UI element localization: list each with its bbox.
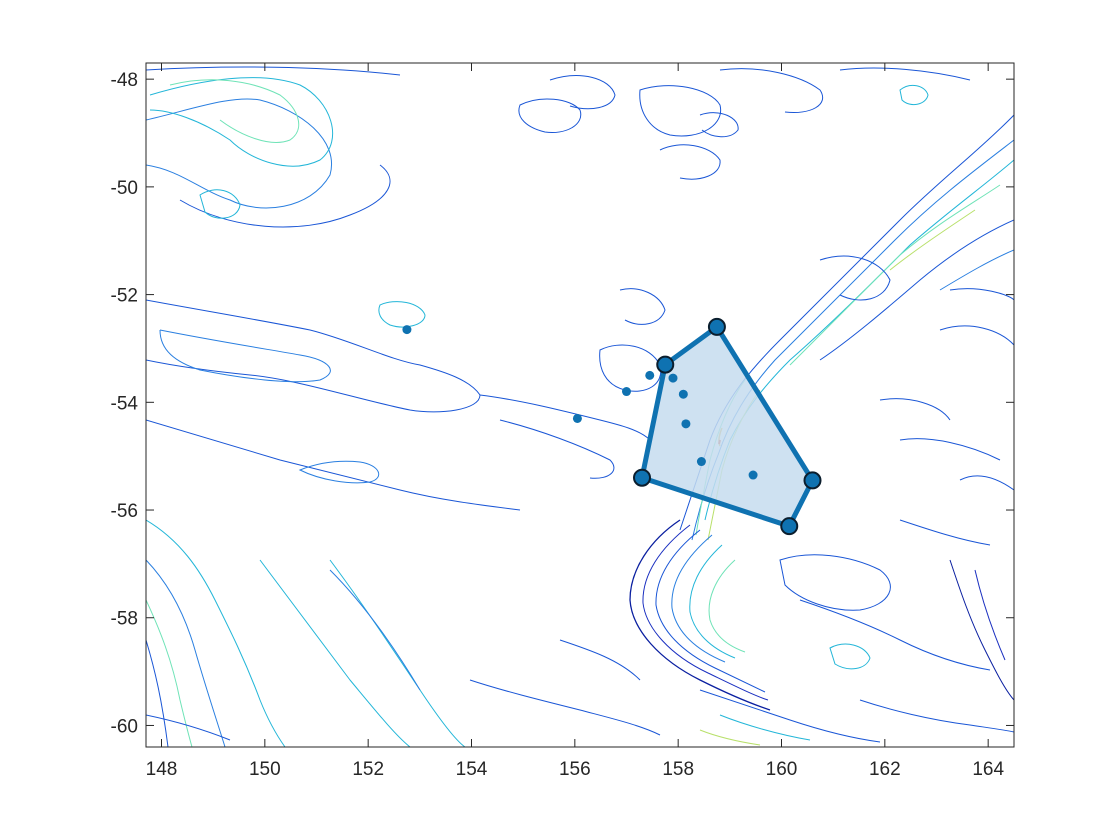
polygon-vertex <box>803 471 822 490</box>
sample-point <box>572 413 582 423</box>
x-tick-label: 156 <box>559 759 591 780</box>
y-tick-label: -58 <box>111 609 138 630</box>
sample-point <box>402 325 412 335</box>
x-tick-label: 154 <box>456 759 488 780</box>
sample-point <box>678 389 688 399</box>
x-tick-label: 152 <box>352 759 384 780</box>
y-tick-label: -60 <box>111 716 138 737</box>
x-tick-label: 150 <box>249 759 281 780</box>
sample-point <box>645 370 655 380</box>
polygon-vertex <box>707 317 726 336</box>
contour-layer <box>146 66 1014 747</box>
x-tick-label: 164 <box>972 759 1004 780</box>
y-tick-label: -50 <box>111 178 138 199</box>
y-tick-label: -54 <box>111 393 139 414</box>
x-tick-label: 148 <box>146 759 178 780</box>
x-tick-label: 158 <box>662 759 694 780</box>
sample-point <box>681 419 691 429</box>
sample-point <box>622 387 631 397</box>
y-tick-label: -52 <box>111 286 138 307</box>
sample-point <box>748 470 758 480</box>
polygon-vertex <box>656 355 675 374</box>
region-polygon <box>639 324 815 529</box>
sample-point <box>668 373 678 383</box>
plot-frame <box>145 62 1015 748</box>
x-tick-label: 162 <box>869 759 901 780</box>
axes: 148 150 152 154 156 158 160 162 164 -48 -50 -52 -54 -… <box>111 63 1014 780</box>
x-tick-label: 160 <box>766 759 798 780</box>
polygon-vertex <box>633 468 651 487</box>
polygon-vertex <box>780 517 799 536</box>
overlay <box>402 317 822 536</box>
sample-point <box>696 457 706 467</box>
y-tick-label: -56 <box>111 501 138 522</box>
y-tick-label: -48 <box>111 70 138 91</box>
